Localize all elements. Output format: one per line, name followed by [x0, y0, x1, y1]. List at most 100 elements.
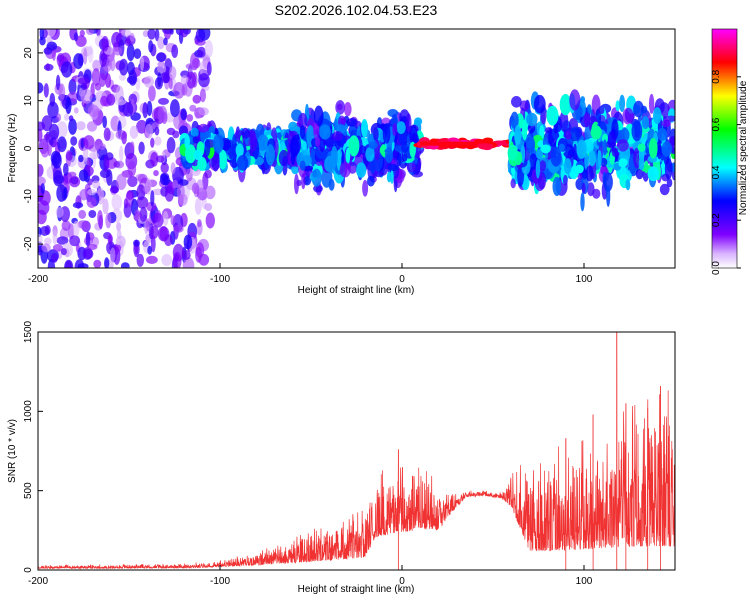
spectrogram-cell	[120, 29, 132, 37]
spectrogram-cell	[87, 104, 100, 117]
spectrogram-cell	[142, 102, 148, 119]
spectrogram-cell	[633, 100, 644, 118]
spectrogram-cell	[301, 173, 306, 190]
spectrogram-cell	[206, 61, 212, 76]
spectrogram-cell	[43, 47, 53, 55]
spectrogram-cell	[218, 149, 227, 170]
colorbar-tick-label: 0.6	[711, 117, 722, 131]
spectrogram-cell	[79, 29, 85, 37]
spectrogram-cell	[127, 191, 133, 200]
spectrogram-cell	[576, 139, 587, 159]
spectrogram-cell	[198, 29, 211, 41]
spectrogram-cell	[158, 97, 169, 105]
spectrogram-cell	[401, 142, 409, 153]
spectrogram-cell	[76, 121, 86, 131]
spectrogram-cell	[92, 59, 101, 72]
spectrogram-cell	[129, 32, 135, 43]
spectrogram-cell	[511, 96, 522, 108]
spectrogram-cell	[184, 134, 190, 150]
spectrogram-cell	[44, 237, 52, 245]
spectrogram-cell	[126, 43, 135, 62]
spectrogram-cell	[312, 169, 317, 178]
spectrogram-cell	[159, 173, 169, 186]
spectrogram-cell	[136, 184, 146, 201]
spectrogram-cell	[279, 141, 286, 152]
spectrogram-cell	[197, 219, 202, 228]
spectrogram-cell	[103, 127, 111, 141]
spectrogram-cell	[665, 115, 675, 122]
spectrogram-cell	[113, 46, 122, 56]
spectrogram-cell	[180, 75, 189, 85]
snr-y-tick-label: 1000	[23, 400, 34, 423]
spectrogram-cell	[204, 40, 213, 58]
spectrogram-cell	[106, 93, 116, 106]
colorbar-label: Normalized spectral amplitude	[738, 80, 749, 215]
spectrogram-cell	[53, 170, 64, 187]
spectrogram-cell	[48, 138, 54, 146]
spectrogram-cell	[607, 130, 617, 149]
spectrogram-cell	[183, 234, 193, 250]
spectrogram-cell	[533, 94, 546, 114]
spectrogram-cell	[156, 155, 165, 163]
spectrogram-cell	[127, 176, 138, 187]
spectrogram-cell	[40, 141, 50, 158]
spectrogram-cell	[368, 141, 378, 149]
snr-x-tick-label: 100	[576, 576, 593, 587]
spectrogram-cell	[358, 145, 367, 155]
spectrogram-cell	[119, 145, 124, 162]
snr-y-tick-label: 0	[23, 567, 34, 573]
spectrogram-cell	[133, 239, 140, 247]
colorbar-ticks: 0.0 0.2 0.4 0.6 0.8	[711, 69, 741, 275]
snr-y-label: SNR (10 * v/v)	[7, 419, 18, 483]
spectrogram-cell	[265, 144, 275, 166]
spectrogram-cell	[77, 220, 89, 229]
spectrogram-cell	[154, 136, 162, 146]
spectrogram-cell	[405, 113, 412, 133]
spectrogram-cell	[166, 137, 176, 154]
spectrogram-cell	[620, 127, 630, 143]
spectrogram-cell	[192, 94, 202, 104]
spectrogram-cell	[69, 235, 80, 247]
spectrogram-cell	[330, 145, 338, 168]
spectrogram-cell	[615, 100, 620, 112]
spectrogram-cell	[546, 105, 559, 126]
spectrogram-cell	[87, 188, 96, 196]
spectrogram-cell	[602, 133, 608, 144]
spectrogram-cell	[79, 189, 89, 201]
spectrogram-cell	[339, 161, 351, 178]
spectrogram-cell	[550, 146, 562, 167]
spectrogram-cell	[204, 203, 213, 212]
spectrogram-cell	[478, 143, 494, 150]
spectrogram-cell	[156, 63, 167, 74]
spectrogram-x-tick-label: 0	[399, 274, 405, 285]
spectrogram-cell	[588, 150, 596, 167]
spectrogram-cell	[164, 186, 174, 202]
spectrogram-cell	[195, 246, 202, 263]
spectrogram-cell	[348, 135, 360, 157]
spectrogram-cell	[539, 124, 545, 140]
spectrogram-cell	[129, 125, 139, 139]
spectrogram-cell	[72, 220, 80, 236]
spectrogram-cell	[656, 144, 663, 160]
snr-y-ticks: 0 500 1000 1500	[23, 320, 43, 573]
spectrogram-cell	[659, 183, 670, 196]
spectrogram-cell	[38, 234, 43, 247]
spectrogram-cell	[161, 254, 172, 266]
spectrogram-cell	[152, 212, 164, 228]
spectrogram-cell	[585, 165, 594, 182]
spectrogram-cell	[80, 88, 93, 104]
snr-series	[38, 332, 675, 570]
spectrogram-cell	[136, 253, 144, 267]
spectrogram-cell	[396, 152, 402, 167]
spectrogram-cell	[514, 125, 522, 146]
spectrogram-cell	[51, 252, 58, 263]
spectrogram-cell	[559, 93, 572, 116]
spectrogram-cell	[603, 172, 613, 192]
spectrogram-cell	[168, 77, 173, 90]
spectrogram-cell	[63, 187, 68, 200]
spectrogram-cell	[540, 144, 551, 154]
spectrogram-cell	[102, 115, 107, 129]
spectrogram-cell	[169, 29, 174, 35]
spectrogram-cell	[301, 140, 307, 151]
snr-x-tick-label: -200	[28, 576, 48, 587]
